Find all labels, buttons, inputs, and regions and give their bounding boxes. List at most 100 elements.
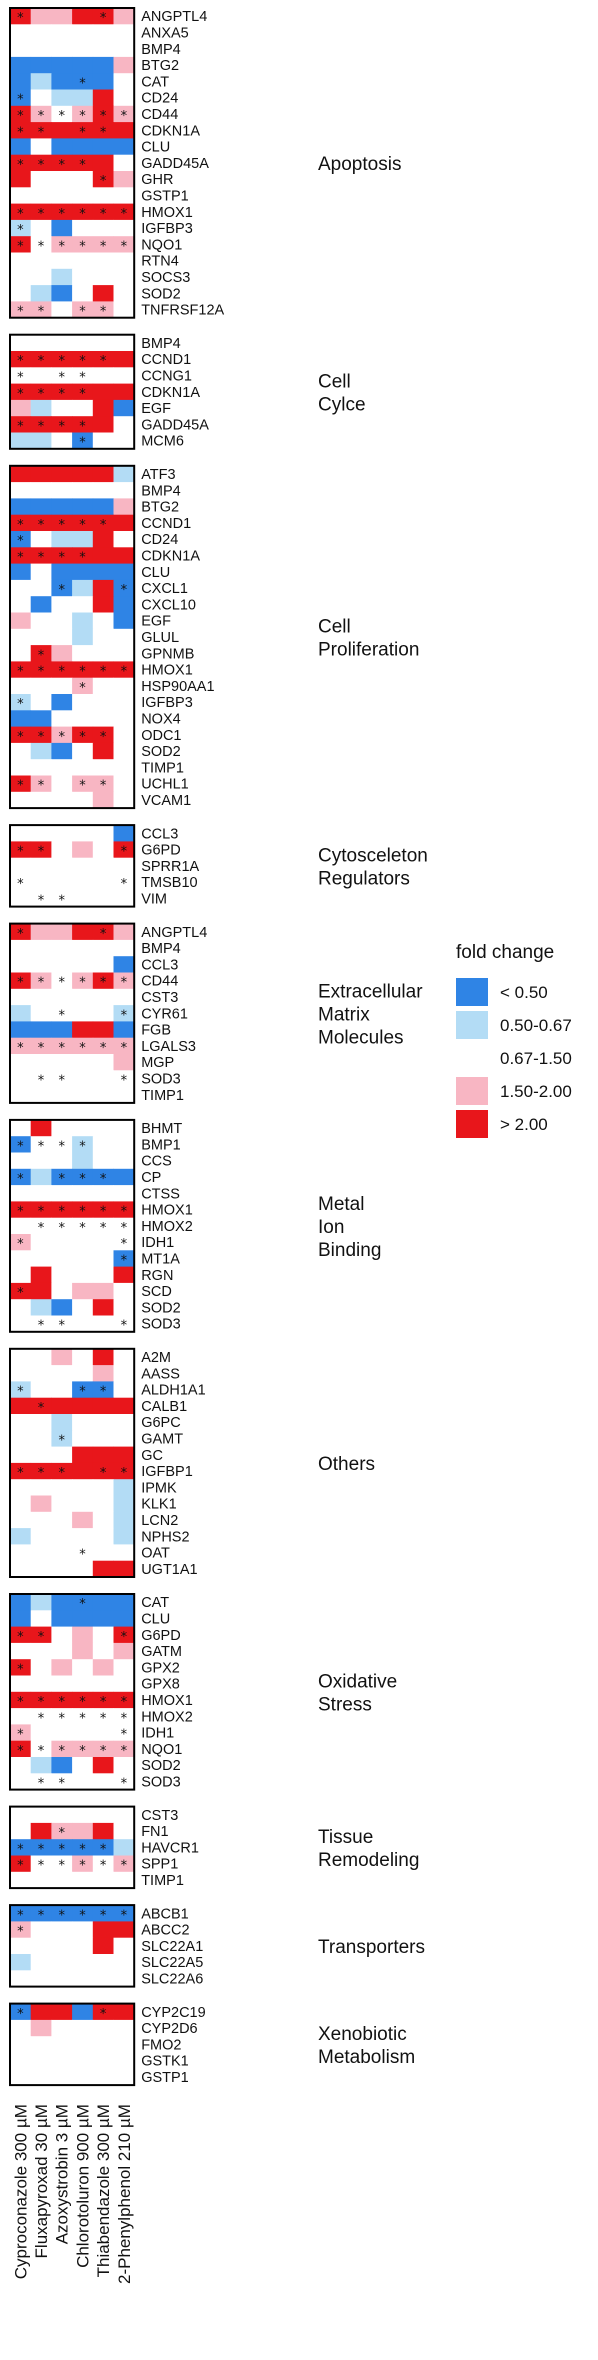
heatmap-cell bbox=[92, 628, 114, 646]
significance-star: * bbox=[59, 893, 66, 908]
heatmap-cell bbox=[113, 1168, 135, 1186]
heatmap-cell bbox=[113, 1185, 135, 1202]
heatmap-cell bbox=[30, 154, 52, 172]
heatmap-cell bbox=[113, 759, 135, 776]
heatmap-cell bbox=[51, 89, 73, 107]
heatmap-cell bbox=[30, 89, 52, 107]
heatmap-cell bbox=[51, 1528, 73, 1545]
heatmap-cell bbox=[92, 73, 114, 90]
heatmap-cell bbox=[30, 236, 52, 253]
heatmap-cell bbox=[51, 923, 73, 941]
heatmap-cell bbox=[92, 8, 114, 25]
significance-star: * bbox=[121, 665, 128, 680]
gene-label: CAT bbox=[141, 1595, 169, 1611]
significance-star: * bbox=[79, 681, 86, 696]
gene-label: HMOX1 bbox=[141, 205, 193, 221]
heatmap-cell bbox=[30, 628, 52, 646]
heatmap-cell bbox=[30, 857, 52, 875]
heatmap-cell bbox=[10, 939, 32, 957]
heatmap-cell bbox=[72, 1234, 94, 1251]
heatmap-cell bbox=[51, 857, 73, 875]
heatmap-cell bbox=[30, 1511, 52, 1529]
gene-label: IGFBP1 bbox=[141, 1464, 193, 1480]
heatmap-cell bbox=[30, 138, 52, 156]
heatmap-cell bbox=[113, 939, 135, 957]
significance-star: * bbox=[59, 1842, 66, 1857]
significance-star: * bbox=[17, 158, 24, 173]
heatmap-cell bbox=[92, 1659, 114, 1676]
significance-star: * bbox=[100, 1041, 107, 1056]
heatmap-cell bbox=[92, 1871, 114, 1889]
gene-label: NOX4 bbox=[141, 711, 181, 727]
heatmap-cell bbox=[92, 89, 114, 107]
heatmap-cell bbox=[92, 1430, 114, 1447]
heatmap-cell bbox=[30, 1250, 52, 1267]
heatmap-cell bbox=[113, 24, 135, 41]
heatmap-cell bbox=[30, 1152, 52, 1170]
heatmap-cell bbox=[92, 1970, 114, 1987]
heatmap-cell bbox=[51, 547, 73, 564]
heatmap-cell bbox=[51, 710, 73, 727]
gene-label: RTN4 bbox=[141, 254, 179, 270]
heatmap-cell bbox=[72, 857, 94, 875]
heatmap-cell bbox=[113, 171, 135, 188]
gene-label: BTG2 bbox=[141, 58, 179, 74]
heatmap-cell bbox=[72, 301, 94, 319]
heatmap-cell bbox=[10, 1822, 32, 1840]
heatmap-cell bbox=[10, 1708, 32, 1725]
gene-label: BTG2 bbox=[141, 500, 179, 516]
gene-label: BMP4 bbox=[141, 941, 181, 957]
heatmap-cell bbox=[30, 399, 52, 417]
heatmap-cell bbox=[92, 596, 114, 613]
heatmap-cell bbox=[92, 122, 114, 139]
heatmap-cell bbox=[10, 2052, 32, 2070]
heatmap-cell bbox=[72, 482, 94, 499]
category-label: Metal Ion Binding bbox=[318, 1194, 381, 1261]
heatmap-cell bbox=[51, 694, 73, 711]
heatmap-cell bbox=[92, 710, 114, 727]
heatmap-cell bbox=[51, 1937, 73, 1955]
heatmap-cell bbox=[10, 1021, 32, 1039]
gene-label: MT1A bbox=[141, 1251, 180, 1267]
heatmap-cell bbox=[51, 1954, 73, 1971]
significance-star: * bbox=[59, 1205, 66, 1220]
heatmap-cell bbox=[113, 956, 135, 973]
heatmap-cell bbox=[51, 1675, 73, 1693]
group-border bbox=[9, 1118, 136, 1333]
heatmap-cell bbox=[10, 1397, 32, 1415]
significance-star: * bbox=[38, 730, 45, 745]
heatmap-cell bbox=[51, 482, 73, 499]
heatmap-cell bbox=[113, 1495, 135, 1513]
heatmap-cell bbox=[113, 547, 135, 564]
gene-label: CAT bbox=[141, 74, 169, 90]
heatmap-cell bbox=[72, 2036, 94, 2053]
heatmap-cell bbox=[51, 1511, 73, 1529]
category-label: Extracellular Matrix Molecules bbox=[318, 981, 423, 1048]
heatmap-cell bbox=[10, 742, 32, 760]
heatmap-cell bbox=[92, 1905, 114, 1922]
heatmap-cell bbox=[92, 1037, 114, 1055]
legend-label: > 2.00 bbox=[500, 1115, 548, 1134]
heatmap-cell bbox=[92, 1185, 114, 1202]
heatmap-cell bbox=[92, 416, 114, 433]
heatmap-cell bbox=[51, 301, 73, 319]
heatmap-cell bbox=[92, 1757, 114, 1774]
gene-label: CCND1 bbox=[141, 352, 191, 368]
heatmap-cell bbox=[30, 1266, 52, 1284]
gene-label: CD24 bbox=[141, 532, 178, 548]
heatmap-cell bbox=[51, 1560, 73, 1578]
heatmap-cell bbox=[10, 2003, 32, 2021]
heatmap-cell bbox=[10, 268, 32, 286]
gene-label: ATF3 bbox=[141, 467, 175, 483]
heatmap-cell bbox=[72, 1479, 94, 1496]
gene-label: GADD45A bbox=[141, 156, 209, 172]
gene-label: AASS bbox=[141, 1366, 180, 1382]
heatmap-cell bbox=[51, 432, 73, 450]
heatmap-cell bbox=[10, 1365, 32, 1382]
heatmap-cell bbox=[10, 2036, 32, 2053]
significance-star: * bbox=[17, 845, 24, 860]
gene-label: GPX8 bbox=[141, 1677, 180, 1693]
significance-star: * bbox=[38, 518, 45, 533]
heatmap-cell bbox=[113, 579, 135, 597]
